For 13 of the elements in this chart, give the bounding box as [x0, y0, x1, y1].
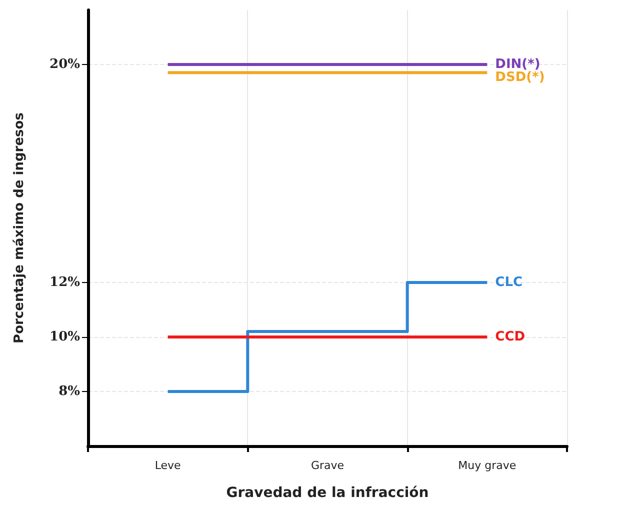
y-tick-label: 8% [58, 384, 81, 399]
series-label: CCD [495, 330, 526, 344]
x-axis-title: Gravedad de la infracción [226, 485, 429, 501]
x-tick-label: Grave [310, 459, 344, 472]
series-label: DIN(*) [495, 57, 540, 72]
y-tick-label: 12% [50, 275, 81, 290]
y-axis-title: Porcentaje máximo de ingresos [12, 112, 27, 344]
y-tick-label: 20% [50, 57, 81, 72]
x-tick-label: Leve [154, 459, 182, 472]
series-label: DSD(*) [495, 70, 545, 85]
y-tick-label: 10% [50, 330, 81, 344]
series-label: CLC [495, 275, 523, 290]
x-tick-label: Muy grave [458, 459, 516, 472]
